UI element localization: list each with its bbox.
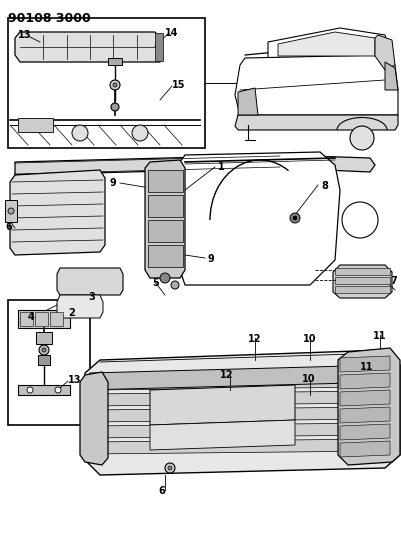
Circle shape [111, 103, 119, 111]
Circle shape [132, 125, 148, 141]
Polygon shape [85, 365, 390, 390]
Circle shape [110, 80, 120, 90]
Bar [36, 332, 52, 344]
Polygon shape [340, 424, 390, 440]
Polygon shape [80, 372, 108, 465]
Bar [18, 310, 70, 328]
Text: 9: 9 [208, 254, 215, 264]
Text: 6: 6 [5, 222, 12, 232]
Bar [20, 312, 33, 326]
Bar [335, 277, 390, 284]
Circle shape [160, 273, 170, 283]
Text: 8: 8 [321, 181, 328, 191]
Polygon shape [150, 385, 295, 425]
Circle shape [165, 463, 175, 473]
Polygon shape [238, 88, 258, 115]
Circle shape [87, 310, 93, 316]
Polygon shape [57, 268, 123, 295]
Bar [18, 385, 70, 395]
Text: 1: 1 [218, 162, 225, 172]
Bar [35, 312, 48, 326]
Circle shape [350, 126, 374, 150]
Text: 9: 9 [110, 178, 117, 188]
Text: 10: 10 [303, 334, 316, 344]
Text: 14: 14 [165, 28, 178, 38]
Text: 10: 10 [302, 374, 316, 384]
Polygon shape [375, 35, 395, 70]
Polygon shape [278, 32, 375, 56]
Polygon shape [180, 152, 340, 285]
Text: 5: 5 [152, 278, 159, 288]
Text: 2: 2 [68, 308, 75, 318]
Circle shape [113, 83, 117, 87]
Polygon shape [340, 390, 390, 406]
Text: 90108 3000: 90108 3000 [8, 12, 91, 25]
Circle shape [27, 387, 33, 393]
Polygon shape [340, 441, 390, 457]
Bar [8, 18, 205, 148]
Bar [50, 312, 63, 326]
Bar [148, 220, 183, 242]
Polygon shape [340, 373, 390, 389]
Polygon shape [145, 160, 185, 278]
Circle shape [342, 202, 378, 238]
Circle shape [55, 387, 61, 393]
Polygon shape [333, 265, 392, 298]
Bar [148, 195, 183, 217]
Polygon shape [90, 375, 385, 390]
Bar [335, 286, 390, 293]
Polygon shape [10, 170, 105, 255]
Polygon shape [15, 32, 160, 62]
Circle shape [8, 208, 14, 214]
Bar [108, 58, 122, 65]
Text: 13: 13 [68, 375, 81, 385]
Text: 13: 13 [18, 30, 32, 40]
Bar [155, 33, 163, 61]
Text: 6: 6 [158, 486, 165, 496]
Bar [18, 118, 53, 132]
Bar [148, 170, 183, 192]
Polygon shape [85, 350, 400, 475]
Text: 3: 3 [88, 292, 95, 302]
Circle shape [168, 466, 172, 470]
Bar [5, 200, 17, 222]
Text: 15: 15 [172, 80, 186, 90]
Bar [8, 300, 90, 425]
Polygon shape [90, 439, 385, 454]
Polygon shape [90, 407, 385, 422]
Polygon shape [235, 115, 398, 130]
Polygon shape [150, 420, 295, 450]
Polygon shape [57, 295, 103, 318]
Polygon shape [235, 55, 398, 115]
Circle shape [290, 213, 300, 223]
Polygon shape [15, 155, 375, 175]
Polygon shape [90, 391, 385, 406]
Circle shape [42, 348, 46, 352]
Polygon shape [268, 28, 390, 58]
Polygon shape [385, 62, 398, 90]
Circle shape [39, 345, 49, 355]
Bar [335, 268, 390, 275]
Text: 7: 7 [390, 276, 397, 286]
Polygon shape [90, 423, 385, 438]
Polygon shape [338, 348, 400, 465]
Text: 12: 12 [248, 334, 261, 344]
Circle shape [72, 125, 88, 141]
Bar [148, 245, 183, 267]
Text: 4: 4 [28, 312, 35, 322]
Circle shape [171, 281, 179, 289]
Circle shape [293, 216, 297, 220]
Polygon shape [340, 356, 390, 372]
Text: 12: 12 [220, 370, 233, 380]
Text: 11: 11 [373, 331, 387, 341]
Bar [38, 355, 50, 365]
Polygon shape [340, 407, 390, 423]
Text: 11: 11 [360, 362, 373, 372]
